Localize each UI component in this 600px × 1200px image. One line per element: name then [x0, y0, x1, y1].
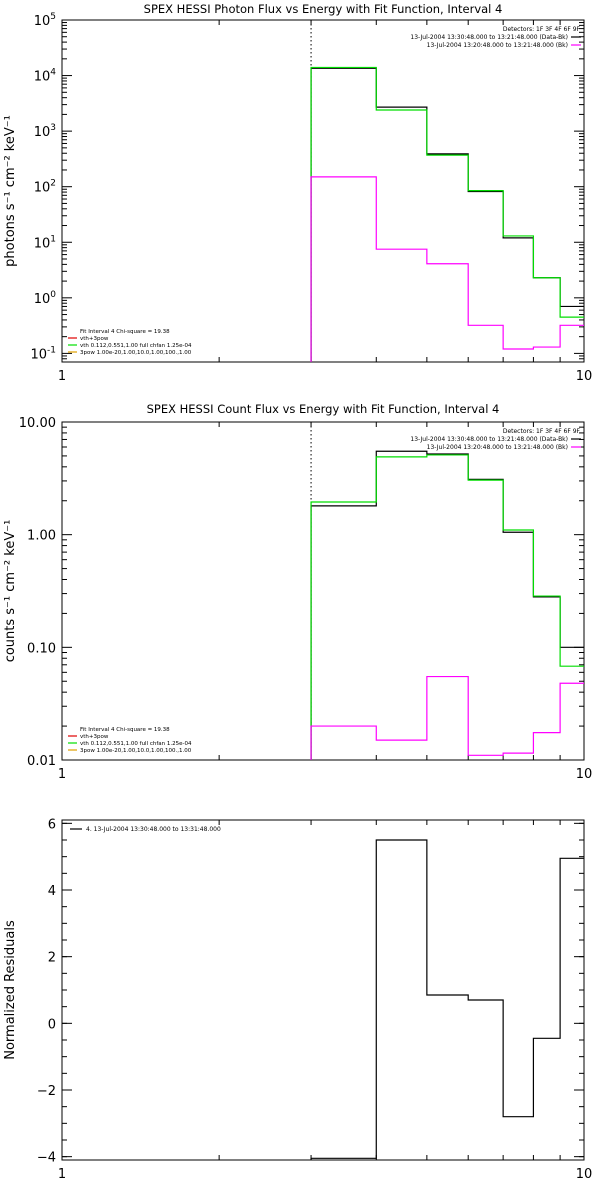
- chart-title: SPEX HESSI Count Flux vs Energy with Fit…: [147, 402, 500, 416]
- series-bk: [310, 176, 584, 362]
- legend-top-entry: 13-Jul-2004 13:30:48.000 to 13:21:48.000…: [410, 436, 568, 443]
- chart-panel-2: SPEX HESSI Count Flux vs Energy with Fit…: [3, 402, 592, 782]
- y-tick-label: 10.00: [19, 416, 56, 431]
- chart-panel-3: Normalized Residuals 1 10 −4 −2 0 2 4 6 4. 13-Jul…: [3, 817, 592, 1182]
- legend-top-entry: Detectors: 1F 3F 4F 6F 9F: [503, 26, 581, 33]
- legend-top-entry: Detectors: 1F 3F 4F 6F 9F: [503, 428, 581, 435]
- y-axis-label: counts s⁻¹ cm⁻² keV⁻¹: [3, 520, 18, 663]
- plot-frame: [61, 19, 585, 363]
- legend-bottom-entry: Fit Interval 4 Chi-square = 19.38: [80, 329, 170, 335]
- legend-bottom-entry: vth 0.112,0.551,1.00 full chfan 1.25e-04: [80, 741, 192, 747]
- x-tick-label: 1: [58, 1167, 66, 1182]
- series-model: [310, 66, 584, 362]
- plot-frame: [61, 421, 585, 761]
- y-tick-label: −2: [37, 1084, 56, 1099]
- x-tick-label: 10: [576, 767, 593, 782]
- y-tick-label: 1.00: [27, 529, 56, 544]
- legend-bottom-entry: 3pow 1.00e-20,1.00,10.0,1.00,100.,1.00: [80, 748, 192, 754]
- series-model: [310, 454, 584, 760]
- y-tick-label: 0.01: [27, 754, 56, 769]
- legend-bottom-entry: vth+3pow: [80, 336, 109, 342]
- legend-bottom-entry: 3pow 1.00e-20,1.00,10.0,1.00,100.,1.00: [80, 350, 192, 356]
- y-axis-label: photons s⁻¹ cm⁻² keV⁻¹: [3, 115, 18, 267]
- legend-top-entry: 13-Jul-2004 13:30:48.000 to 13:21:48.000…: [410, 34, 568, 41]
- legend-bottom-entry: Fit Interval 4 Chi-square = 19.38: [80, 727, 170, 733]
- legend-top-entry: 13-Jul-2004 13:20:48.000 to 13:21:48.000…: [427, 444, 568, 451]
- y-tick-label: 2: [48, 951, 56, 966]
- legend-top-entry: 4. 13-Jul-2004 13:30:48.000 to 13:31:48.…: [86, 826, 221, 833]
- chart-title: SPEX HESSI Photon Flux vs Energy with Fi…: [144, 2, 503, 16]
- x-tick-label: 10: [576, 1167, 593, 1182]
- x-tick-label: 10: [576, 369, 593, 384]
- legend-top-entry: 13-Jul-2004 13:20:48.000 to 13:21:48.000…: [427, 42, 568, 49]
- y-tick-label: 4: [48, 884, 56, 899]
- legend-bottom-entry: vth 0.112,0.551,1.00 full chfan 1.25e-04: [80, 343, 192, 349]
- legend-bottom-entry: vth+3pow: [80, 734, 109, 740]
- y-tick-label: −4: [37, 1151, 56, 1166]
- y-axis-label: Normalized Residuals: [3, 920, 18, 1060]
- y-tick-label: 0: [48, 1017, 56, 1032]
- x-tick-label: 1: [58, 767, 66, 782]
- y-tick-label: 0.10: [27, 641, 56, 656]
- series-bk: [310, 675, 584, 760]
- y-tick-label: 6: [48, 817, 56, 832]
- x-tick-label: 1: [58, 369, 66, 384]
- series-residuals: [310, 839, 584, 1160]
